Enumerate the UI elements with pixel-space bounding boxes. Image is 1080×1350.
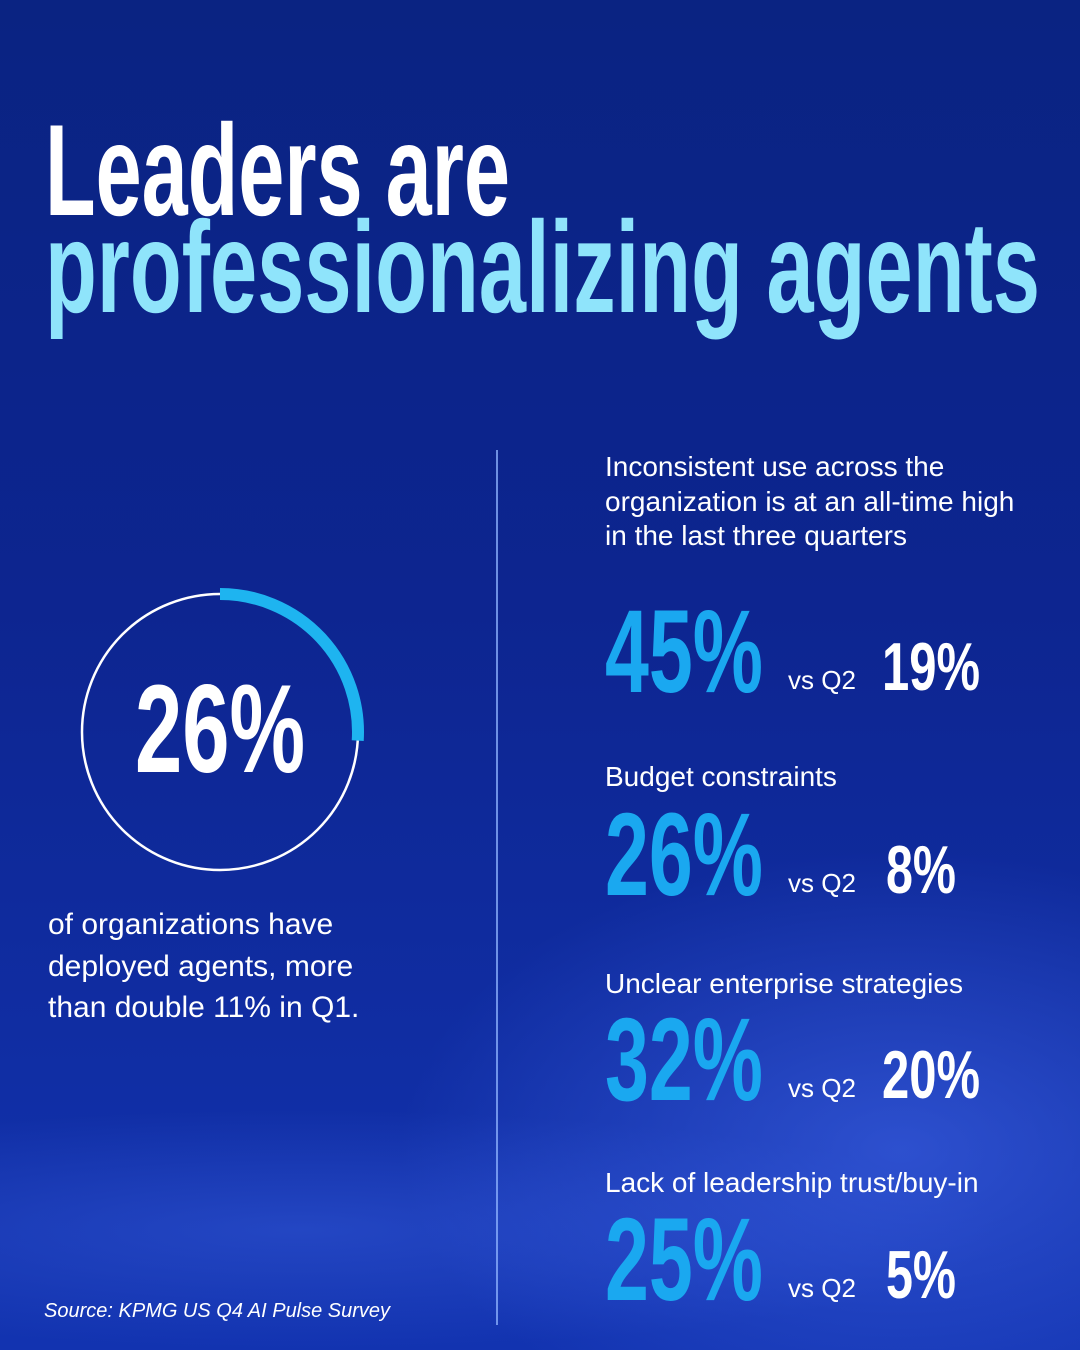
stat-compare-label: vs Q2 xyxy=(788,1273,856,1303)
source: Source: KPMG US Q4 AI Pulse Survey xyxy=(44,1300,391,1322)
stat-current: 26% xyxy=(605,789,763,921)
gauge-arc xyxy=(219,588,364,742)
stat-previous: 8% xyxy=(886,832,956,908)
stat-label: Inconsistent use across the organization… xyxy=(605,451,1015,551)
stat-label: Budget constraints xyxy=(605,761,837,792)
stat-compare-label: vs Q2 xyxy=(788,665,856,695)
stat-compare-label: vs Q2 xyxy=(788,868,856,898)
title-line2: professionalizing agents xyxy=(45,194,1040,340)
stat-label: Unclear enterprise strategies xyxy=(605,968,963,999)
stat-label: Lack of leadership trust/buy-in xyxy=(605,1167,979,1198)
stat-current: 25% xyxy=(605,1194,763,1326)
stat-previous: 5% xyxy=(886,1237,956,1313)
stat-previous: 19% xyxy=(882,629,980,705)
stat-previous: 20% xyxy=(882,1037,980,1113)
title-line1: Leaders are xyxy=(45,97,510,243)
stat-current: 32% xyxy=(605,994,763,1126)
gauge-label: 26% xyxy=(135,660,305,799)
stat-compare-label: vs Q2 xyxy=(788,1073,856,1103)
stat-current: 45% xyxy=(605,586,763,718)
gauge-caption: of organizations have deployed agents, m… xyxy=(48,908,360,1024)
